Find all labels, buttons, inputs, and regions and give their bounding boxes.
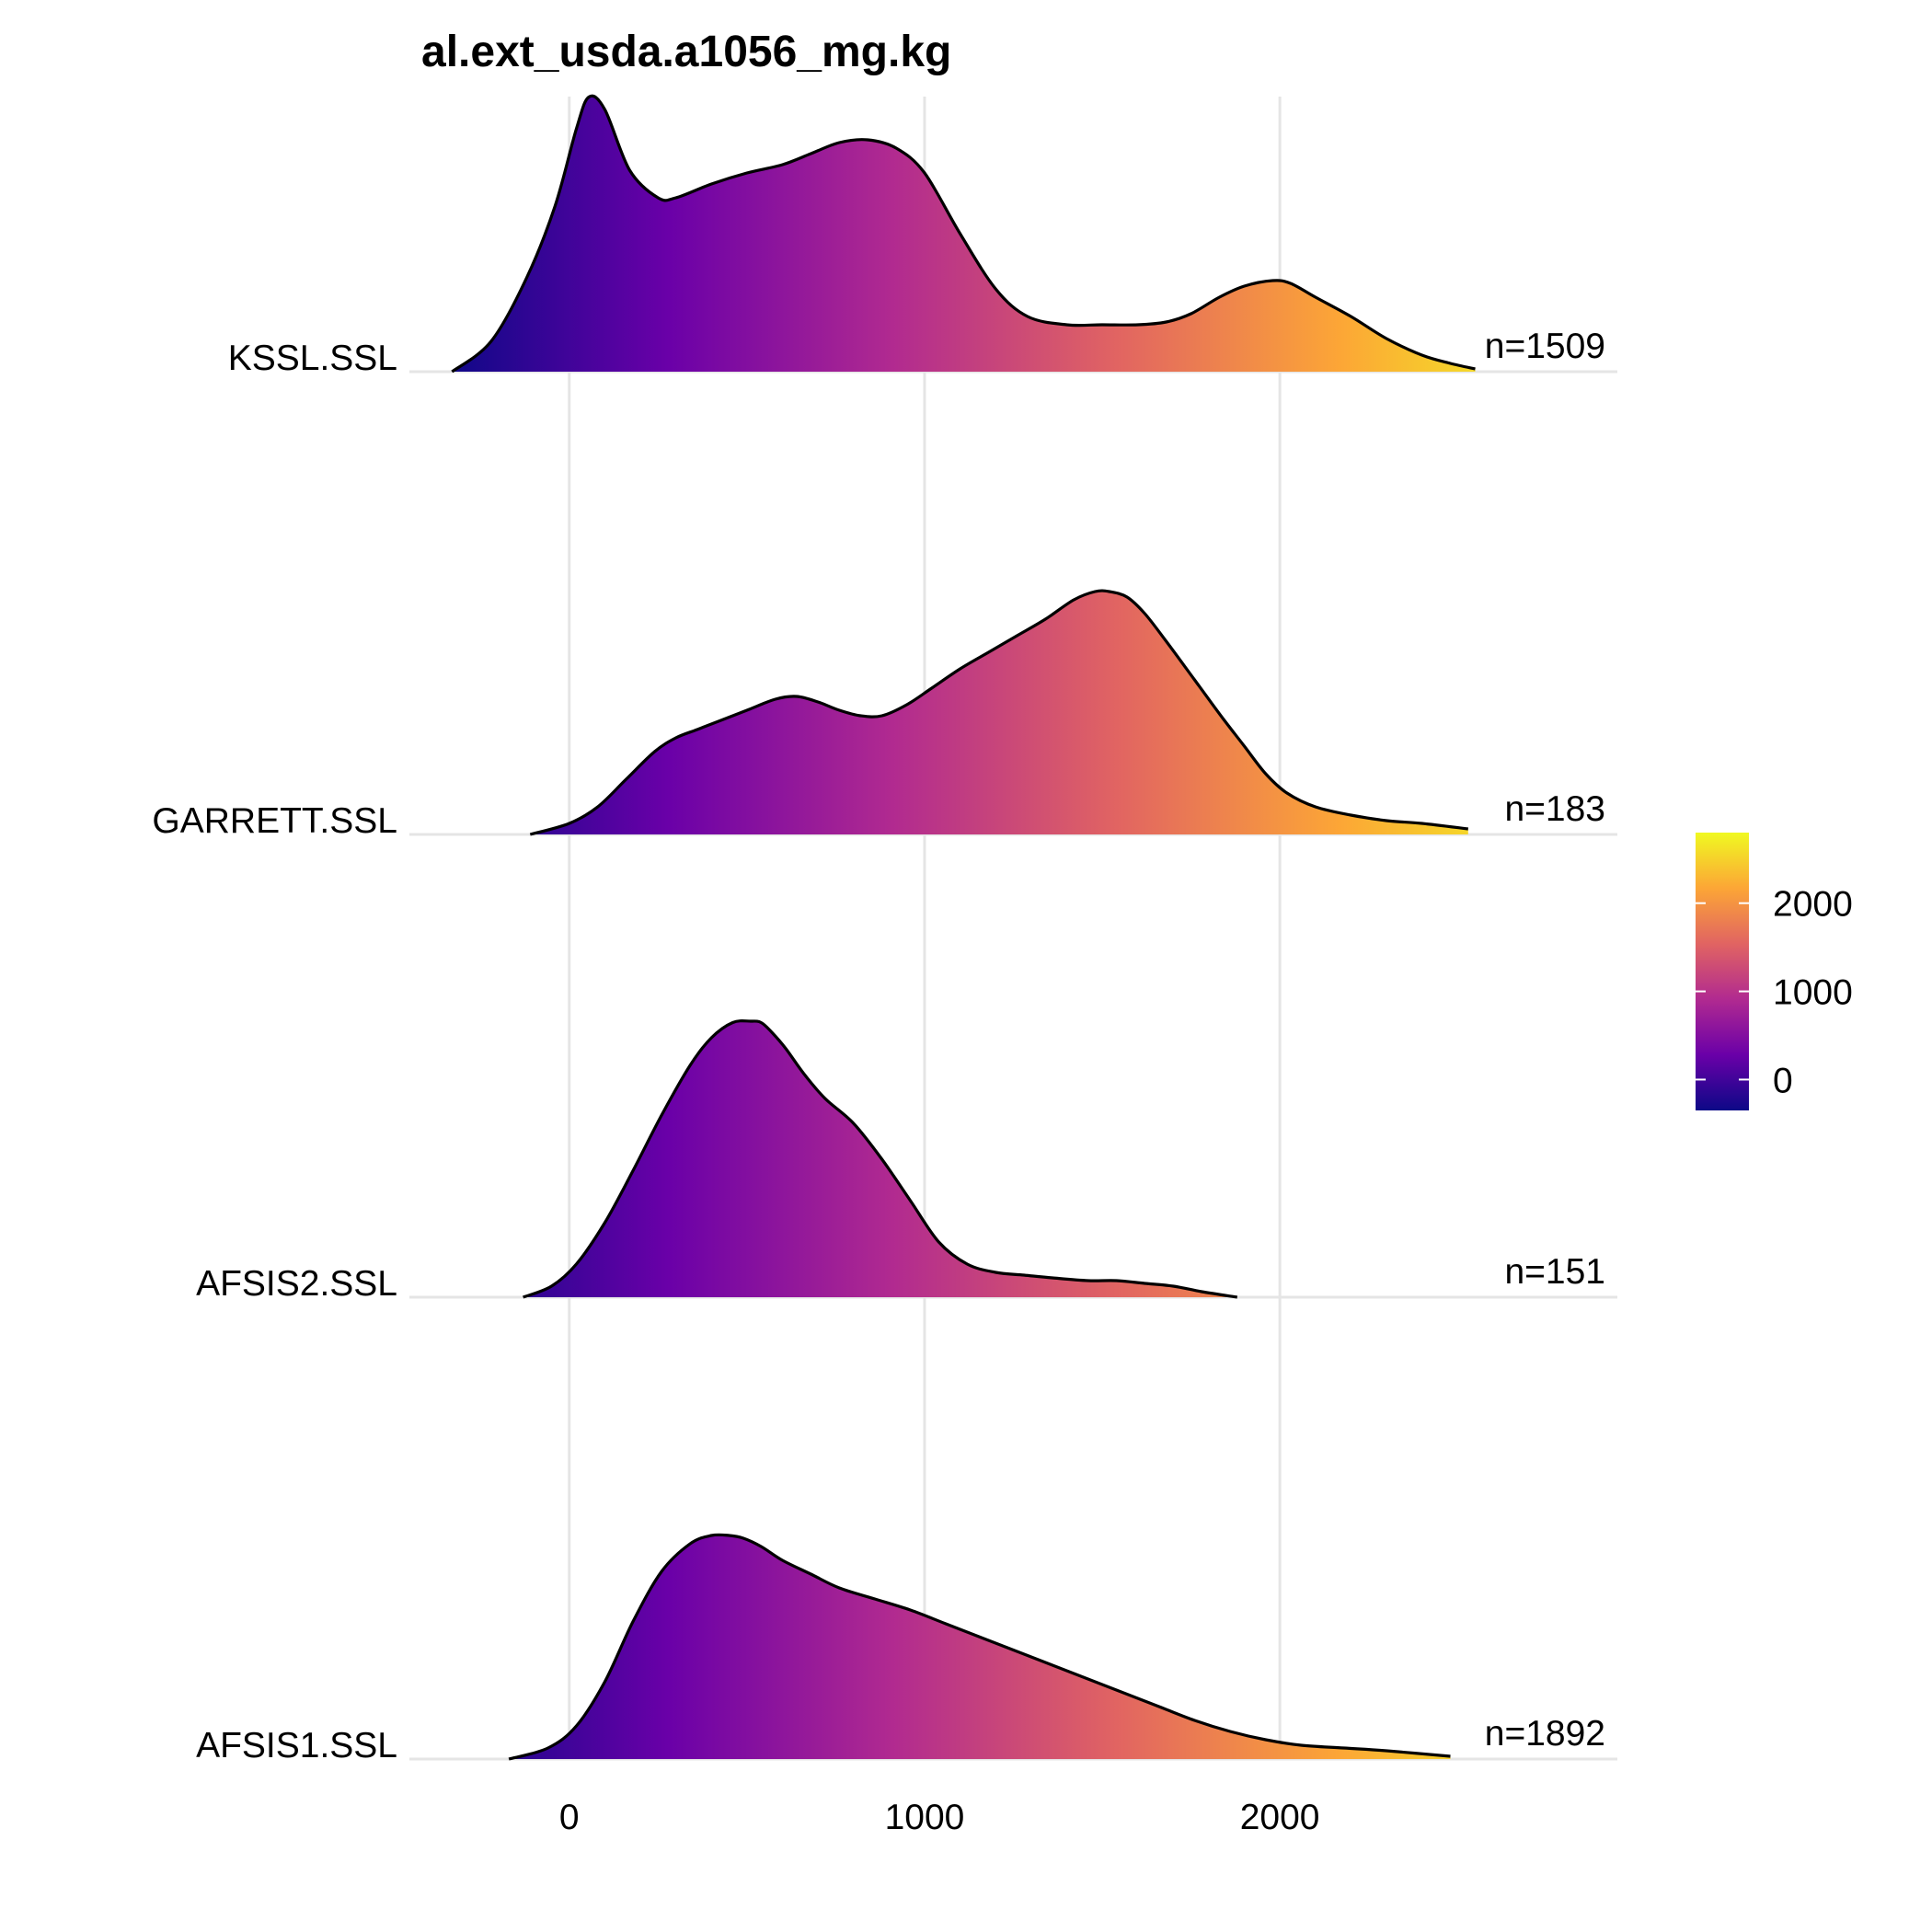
ridge-outline (529, 589, 1468, 836)
n-label: n=1509 (1485, 327, 1605, 366)
ridges: KSSL.SSL n=1509 GARRETT.SSL n=183 AFSIS2.SSL… (152, 94, 1617, 1765)
x-tick-label: 1000 (885, 1798, 965, 1837)
x-tick-label: 2000 (1240, 1798, 1320, 1837)
grid-lines (568, 97, 1282, 1759)
ridge-afsis1-ssl: AFSIS1.SSL n=1892 (196, 1533, 1617, 1765)
ridge-garrett-ssl: GARRETT.SSL n=183 (152, 589, 1617, 841)
x-tick-label: 0 (559, 1798, 580, 1837)
legend-tick-label: 1000 (1773, 973, 1853, 1013)
legend-tick-label: 0 (1773, 1061, 1793, 1100)
category-label: AFSIS1.SSL (196, 1726, 397, 1765)
legend-colorbar (1696, 833, 1749, 1110)
category-label: KSSL.SSL (228, 339, 397, 378)
n-label: n=183 (1504, 789, 1605, 829)
ridge-afsis2-ssl: AFSIS2.SSL n=151 (196, 1019, 1617, 1304)
legend-tick-label: 2000 (1773, 885, 1853, 925)
x-axis: 0 1000 2000 (559, 1798, 1320, 1837)
n-label: n=1892 (1485, 1714, 1605, 1754)
ridge-outline (508, 1533, 1451, 1761)
ridge-kssl-ssl: KSSL.SSL n=1509 (228, 94, 1617, 378)
category-label: AFSIS2.SSL (196, 1264, 397, 1304)
ridge-area (530, 591, 1468, 834)
chart-title: al.ext_usda.a1056_mg.kg (421, 28, 951, 76)
ridge-outline (451, 94, 1476, 374)
ridge-outline (523, 1019, 1238, 1299)
category-label: GARRETT.SSL (152, 801, 397, 841)
ridge-area (452, 96, 1476, 372)
n-label: n=151 (1504, 1252, 1605, 1292)
ridge-area (509, 1535, 1451, 1759)
color-legend: 0 1000 2000 (1696, 833, 1853, 1110)
